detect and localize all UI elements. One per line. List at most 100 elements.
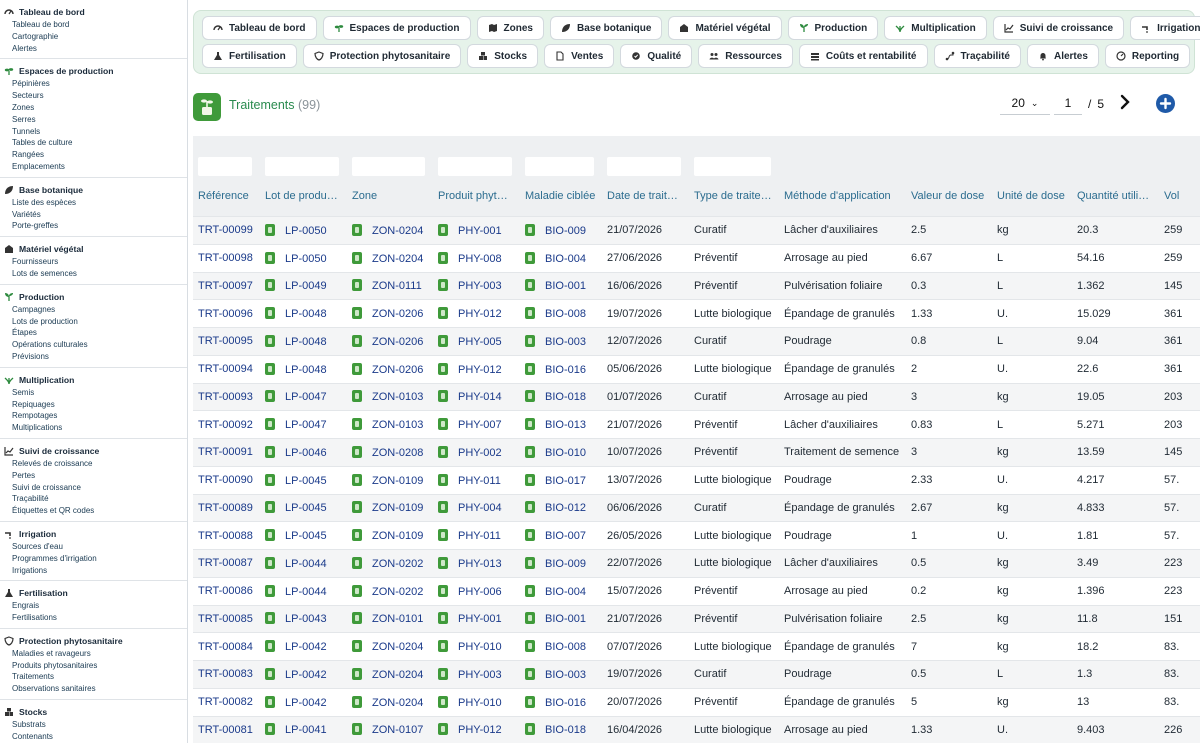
related-link-cell[interactable]: LP-0043	[260, 604, 347, 633]
sidebar-item[interactable]: Suivi de croissance	[12, 482, 81, 492]
reference-link[interactable]: TRT-00094	[193, 354, 260, 383]
sidebar-item[interactable]: Prévisions	[12, 351, 49, 361]
related-link-cell[interactable]: PHY-012	[433, 715, 520, 743]
related-link-cell[interactable]: LP-0045	[260, 493, 347, 522]
sidebar-item[interactable]: Pertes	[12, 470, 36, 480]
related-link-cell[interactable]: PHY-011	[433, 521, 520, 550]
sidebar-item[interactable]: Zones	[12, 102, 35, 112]
related-link-cell[interactable]: BIO-001	[520, 604, 602, 633]
column-header[interactable]: Quantité utili…	[1077, 190, 1150, 202]
related-link-cell[interactable]: PHY-010	[433, 632, 520, 661]
related-link-cell[interactable]: ZON-0109	[347, 493, 433, 522]
reference-link[interactable]: TRT-00085	[193, 604, 260, 633]
related-link-cell[interactable]: ZON-0111	[347, 271, 433, 300]
sidebar-item[interactable]: Produits phytosanitaires	[12, 660, 98, 670]
sidebar-item[interactable]: Variétés	[12, 209, 41, 219]
reference-link[interactable]: TRT-00084	[193, 632, 260, 661]
related-link-cell[interactable]: ZON-0204	[347, 216, 433, 245]
related-link-cell[interactable]: ZON-0107	[347, 715, 433, 743]
sidebar-section-title[interactable]: Stocks	[4, 705, 187, 719]
column-header[interactable]: Date de trait…	[607, 190, 678, 202]
related-link-cell[interactable]: LP-0048	[260, 327, 347, 356]
related-link-cell[interactable]: PHY-011	[433, 465, 520, 494]
related-link-cell[interactable]: PHY-006	[433, 576, 520, 605]
table-row[interactable]: TRT-00089 LP-0045 ZON-0109 PHY-004 BIO-012 06…	[193, 493, 1200, 522]
related-link-cell[interactable]: ZON-0206	[347, 327, 433, 356]
sidebar-section-title[interactable]: Protection phytosanitaire	[4, 634, 187, 648]
reference-link[interactable]: TRT-00095	[193, 327, 260, 356]
related-link-cell[interactable]: ZON-0204	[347, 687, 433, 716]
related-link-cell[interactable]: PHY-012	[433, 299, 520, 328]
nav-button[interactable]: Alertes	[1026, 44, 1099, 68]
reference-link[interactable]: TRT-00081	[193, 715, 260, 743]
nav-button[interactable]: Fertilisation	[202, 44, 297, 68]
related-link-cell[interactable]: LP-0050	[260, 243, 347, 272]
related-link-cell[interactable]: LP-0047	[260, 410, 347, 439]
sidebar-item[interactable]: Traitements	[12, 672, 54, 682]
related-link-cell[interactable]: LP-0042	[260, 632, 347, 661]
sidebar-section-title[interactable]: Production	[4, 290, 187, 304]
related-link-cell[interactable]: PHY-013	[433, 549, 520, 578]
table-row[interactable]: TRT-00099 LP-0050 ZON-0204 PHY-001 BIO-009 21…	[193, 216, 1200, 245]
column-filter-input[interactable]	[607, 157, 681, 176]
table-row[interactable]: TRT-00094 LP-0048 ZON-0206 PHY-012 BIO-016 05…	[193, 354, 1200, 383]
nav-button[interactable]: Protection phytosanitaire	[302, 44, 462, 68]
sidebar-section-title[interactable]: Base botanique	[4, 183, 187, 197]
related-link-cell[interactable]: BIO-018	[520, 382, 602, 411]
reference-link[interactable]: TRT-00082	[193, 687, 260, 716]
sidebar-item[interactable]: Traçabilité	[12, 494, 49, 504]
related-link-cell[interactable]: LP-0042	[260, 660, 347, 689]
column-header[interactable]: Produit phyt…	[438, 190, 508, 202]
sidebar-section-title[interactable]: Suivi de croissance	[4, 444, 187, 458]
sidebar-section-title[interactable]: Espaces de production	[4, 64, 187, 78]
sidebar-item[interactable]: Tunnels	[12, 126, 41, 136]
sidebar-item[interactable]: Observations sanitaires	[12, 684, 96, 694]
related-link-cell[interactable]: BIO-017	[520, 465, 602, 494]
sidebar-item[interactable]: Multiplications	[12, 423, 63, 433]
sidebar-section-title[interactable]: Multiplication	[4, 373, 187, 387]
column-header[interactable]: Vol	[1164, 190, 1180, 202]
table-row[interactable]: TRT-00091 LP-0046 ZON-0208 PHY-002 BIO-010 10…	[193, 438, 1200, 467]
table-row[interactable]: TRT-00085 LP-0043 ZON-0101 PHY-001 BIO-001 21…	[193, 604, 1200, 633]
related-link-cell[interactable]: ZON-0101	[347, 604, 433, 633]
column-filter-input[interactable]	[525, 157, 594, 176]
related-link-cell[interactable]: LP-0050	[260, 216, 347, 245]
related-link-cell[interactable]: PHY-004	[433, 493, 520, 522]
table-row[interactable]: TRT-00088 LP-0045 ZON-0109 PHY-011 BIO-007 26…	[193, 521, 1200, 550]
column-header[interactable]: Maladie ciblée	[525, 190, 596, 202]
related-link-cell[interactable]: ZON-0206	[347, 299, 433, 328]
sidebar-item[interactable]: Liste des espèces	[12, 197, 77, 207]
sidebar-item[interactable]: Irrigations	[12, 565, 48, 575]
sidebar-section-title[interactable]: Fertilisation	[4, 586, 187, 600]
related-link-cell[interactable]: LP-0047	[260, 382, 347, 411]
sidebar-item[interactable]: Rangées	[12, 150, 45, 160]
table-row[interactable]: TRT-00096 LP-0048 ZON-0206 PHY-012 BIO-008 19…	[193, 299, 1200, 328]
related-link-cell[interactable]: LP-0049	[260, 271, 347, 300]
sidebar-item[interactable]: Tables de culture	[12, 138, 73, 148]
nav-button[interactable]: Ventes	[544, 44, 615, 68]
column-header[interactable]: Référence	[198, 190, 249, 202]
related-link-cell[interactable]: BIO-018	[520, 715, 602, 743]
sidebar-item[interactable]: Fournisseurs	[12, 257, 59, 267]
column-header[interactable]: Type de traite…	[694, 190, 772, 202]
table-row[interactable]: TRT-00093 LP-0047 ZON-0103 PHY-014 BIO-018 01…	[193, 382, 1200, 411]
sidebar-item[interactable]: Contenants	[12, 731, 53, 741]
column-filter-input[interactable]	[352, 157, 425, 176]
table-row[interactable]: TRT-00098 LP-0050 ZON-0204 PHY-008 BIO-004 27…	[193, 243, 1200, 272]
sidebar-item[interactable]: Étapes	[12, 328, 37, 338]
related-link-cell[interactable]: PHY-003	[433, 660, 520, 689]
nav-button[interactable]: Multiplication	[884, 16, 987, 40]
table-row[interactable]: TRT-00090 LP-0045 ZON-0109 PHY-011 BIO-017 13…	[193, 465, 1200, 494]
table-row[interactable]: TRT-00095 LP-0048 ZON-0206 PHY-005 BIO-003 12…	[193, 327, 1200, 356]
nav-button[interactable]: Qualité	[620, 44, 693, 68]
table-row[interactable]: TRT-00084 LP-0042 ZON-0204 PHY-010 BIO-008 07…	[193, 632, 1200, 661]
related-link-cell[interactable]: LP-0042	[260, 687, 347, 716]
related-link-cell[interactable]: LP-0044	[260, 576, 347, 605]
column-header[interactable]: Méthode d'application	[784, 190, 891, 202]
related-link-cell[interactable]: PHY-005	[433, 327, 520, 356]
reference-link[interactable]: TRT-00099	[193, 216, 260, 245]
sidebar-item[interactable]: Substrats	[12, 720, 46, 730]
related-link-cell[interactable]: LP-0041	[260, 715, 347, 743]
related-link-cell[interactable]: LP-0045	[260, 521, 347, 550]
related-link-cell[interactable]: BIO-001	[520, 271, 602, 300]
